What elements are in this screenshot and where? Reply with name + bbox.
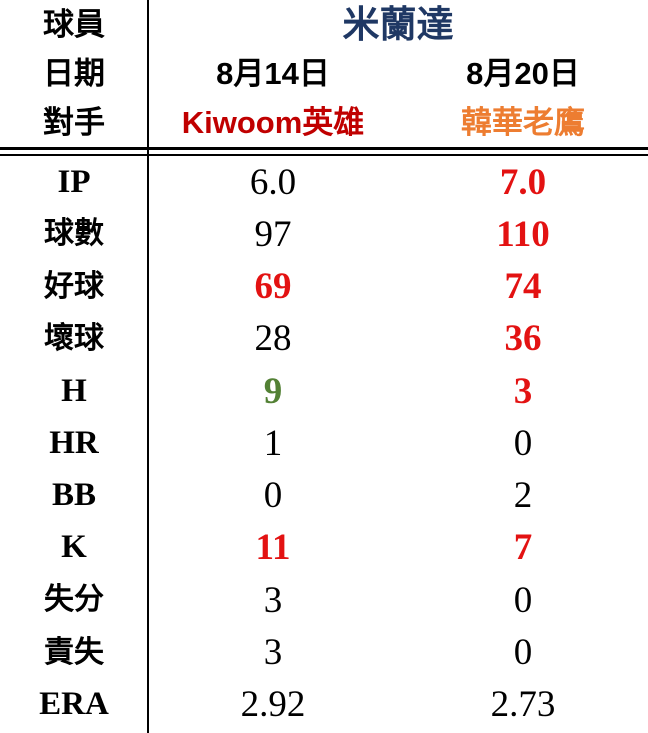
stat-label: H xyxy=(61,372,87,409)
stat-value-game1: 1 xyxy=(263,422,283,464)
stat-row-k: K 11 7 xyxy=(0,522,648,574)
date-row: 日期 8月14日 8月20日 xyxy=(0,49,648,98)
header-separator-line xyxy=(0,147,648,156)
opponent-game2: 韓華老鷹 xyxy=(461,105,585,140)
stat-row-pitch-count: 球數 97 110 xyxy=(0,208,648,260)
date-game1: 8月14日 xyxy=(216,56,330,91)
stat-value-game2: 0 xyxy=(513,422,533,464)
stat-value-game1: 3 xyxy=(263,632,283,674)
stat-value-game1: 97 xyxy=(254,213,292,255)
stat-label: 壞球 xyxy=(44,321,104,355)
opponent-label: 對手 xyxy=(43,105,105,140)
stat-value-game1: 2.92 xyxy=(240,684,306,726)
date-label: 日期 xyxy=(43,56,105,91)
stat-row-balls: 壞球 28 36 xyxy=(0,313,648,365)
opponent-row: 對手 Kiwoom英雄 韓華老鷹 xyxy=(0,98,648,147)
stat-value-game2: 2.73 xyxy=(490,684,556,726)
stat-row-ip: IP 6.0 7.0 xyxy=(0,156,648,208)
player-label: 球員 xyxy=(43,7,105,42)
player-row: 球員 米蘭達 xyxy=(0,0,648,49)
stat-label: IP xyxy=(57,163,91,200)
player-name: 米蘭達 xyxy=(342,4,454,45)
stat-value-game1: 6.0 xyxy=(249,161,297,203)
opponent-game1: Kiwoom英雄 xyxy=(181,105,365,140)
date-game2: 8月20日 xyxy=(466,56,580,91)
stat-value-game1: 9 xyxy=(263,370,283,412)
stat-row-runs: 失分 3 0 xyxy=(0,574,648,626)
stat-value-game2: 2 xyxy=(513,475,533,517)
stat-label: 責失 xyxy=(44,635,104,669)
stat-value-game1: 28 xyxy=(254,318,292,360)
stat-row-strikes: 好球 69 74 xyxy=(0,261,648,313)
stat-value-game2: 7 xyxy=(513,527,533,569)
stat-label: BB xyxy=(51,477,97,514)
stat-row-earned-runs: 責失 3 0 xyxy=(0,626,648,678)
stat-value-game2: 0 xyxy=(513,632,533,674)
stat-row-hits: H 9 3 xyxy=(0,365,648,417)
stat-value-game1: 11 xyxy=(255,527,291,569)
stat-value-game2: 0 xyxy=(513,579,533,621)
stat-label: K xyxy=(61,529,87,566)
stat-value-game1: 69 xyxy=(254,266,292,308)
stat-value-game2: 7.0 xyxy=(499,161,547,203)
stat-label: 球數 xyxy=(44,217,104,251)
stat-label: HR xyxy=(49,424,99,461)
stat-row-era: ERA 2.92 2.73 xyxy=(0,679,648,731)
column-divider-line xyxy=(147,0,149,733)
table-header: 球員 米蘭達 日期 8月14日 8月20日 對手 Kiwoom英雄 韓華老鷹 xyxy=(0,0,648,147)
stat-row-hr: HR 1 0 xyxy=(0,417,648,469)
stat-value-game1: 0 xyxy=(263,475,283,517)
stat-value-game2: 74 xyxy=(504,266,542,308)
stat-label: ERA xyxy=(39,686,109,723)
stat-label: 失分 xyxy=(44,583,104,617)
stat-value-game2: 3 xyxy=(513,370,533,412)
stat-row-bb: BB 0 2 xyxy=(0,470,648,522)
stat-value-game1: 3 xyxy=(263,579,283,621)
stat-value-game2: 36 xyxy=(504,318,542,360)
stats-body: IP 6.0 7.0 球數 97 110 好球 69 74 壞球 28 36 H… xyxy=(0,156,648,733)
stat-value-game2: 110 xyxy=(496,213,550,255)
stat-label: 好球 xyxy=(44,269,104,303)
